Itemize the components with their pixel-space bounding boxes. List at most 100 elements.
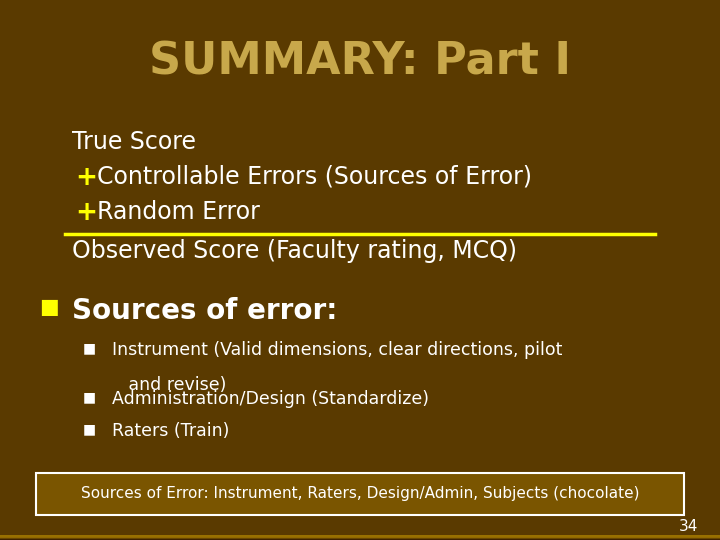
Bar (0, 535, 720, 538)
Bar (0, 537, 720, 539)
Bar (0, 536, 720, 539)
Bar (0, 537, 720, 539)
Bar (0, 536, 720, 539)
Bar (0, 537, 720, 540)
Bar (0, 535, 720, 538)
Bar (0, 535, 720, 538)
Bar (0, 535, 720, 538)
Bar (0, 537, 720, 539)
Bar (0, 537, 720, 540)
Bar (0, 536, 720, 538)
Bar (0, 536, 720, 539)
Bar (0, 536, 720, 539)
Bar (0, 536, 720, 539)
Bar (0, 536, 720, 538)
Bar (0, 536, 720, 538)
Bar (0, 536, 720, 539)
Bar (0, 535, 720, 538)
Bar (0, 536, 720, 538)
Bar (0, 537, 720, 540)
Text: Instrument (Valid dimensions, clear directions, pilot: Instrument (Valid dimensions, clear dire… (112, 341, 562, 359)
Bar (0, 537, 720, 540)
Bar (0, 536, 720, 538)
Bar (0, 536, 720, 538)
Bar (0, 536, 720, 539)
Bar (0, 537, 720, 539)
Bar (0, 535, 720, 537)
Bar (0, 537, 720, 539)
Bar (0, 537, 720, 540)
Bar (0, 535, 720, 538)
Bar (0, 535, 720, 538)
Bar (0, 535, 720, 538)
Bar (0, 536, 720, 538)
Bar (0, 535, 720, 537)
Bar (0, 537, 720, 539)
Bar (0, 535, 720, 538)
Bar (0, 536, 720, 538)
Bar (0, 536, 720, 539)
Bar (0, 536, 720, 538)
Bar (0, 537, 720, 539)
Bar (0, 537, 720, 539)
Bar (0, 535, 720, 538)
Bar (0, 535, 720, 538)
Bar (0, 536, 720, 538)
Bar (0, 536, 720, 538)
Bar (0, 537, 720, 539)
Bar (0, 536, 720, 539)
Bar (0, 536, 720, 539)
Bar (0, 535, 720, 538)
Bar (0, 535, 720, 537)
Text: 34: 34 (679, 518, 698, 534)
Bar (0, 537, 720, 539)
Bar (0, 537, 720, 539)
Bar (0, 536, 720, 538)
Bar (0, 535, 720, 537)
Bar (0, 535, 720, 537)
Bar (0, 536, 720, 538)
Bar (0, 535, 720, 538)
Bar (0, 535, 720, 538)
Bar (0, 537, 720, 540)
Bar (0, 537, 720, 539)
Bar (0, 536, 720, 539)
Bar (0, 536, 720, 538)
Bar (0, 536, 720, 539)
Bar (0, 537, 720, 540)
Bar (0, 536, 720, 539)
Bar (0, 537, 720, 539)
Bar (0, 537, 720, 539)
Bar (0, 536, 720, 539)
Bar (0, 535, 720, 538)
Bar (0, 537, 720, 539)
Bar (0, 537, 720, 539)
Text: ■: ■ (83, 390, 96, 404)
Bar (0, 535, 720, 537)
Bar (0, 536, 720, 538)
Text: Sources of error:: Sources of error: (72, 297, 338, 325)
Bar (0, 537, 720, 539)
Bar (0, 537, 720, 539)
Bar (0, 536, 720, 538)
Bar (0, 535, 720, 538)
Bar (0, 535, 720, 538)
Bar (0, 537, 720, 539)
Bar (0, 536, 720, 538)
Bar (0, 537, 720, 540)
Bar (0, 536, 720, 539)
Bar (0, 535, 720, 538)
Bar (0, 537, 720, 540)
Text: SUMMARY: Part I: SUMMARY: Part I (149, 40, 571, 84)
Bar (0, 536, 720, 539)
Bar (0, 536, 720, 538)
Bar (0, 536, 720, 538)
Bar (0, 535, 720, 537)
Text: ■: ■ (40, 297, 59, 317)
Bar (0, 536, 720, 539)
Bar (0, 535, 720, 538)
Bar (0, 537, 720, 540)
Bar (0, 536, 720, 538)
Text: Sources of Error: Instrument, Raters, Design/Admin, Subjects (chocolate): Sources of Error: Instrument, Raters, De… (81, 486, 639, 501)
Bar (0, 536, 720, 538)
